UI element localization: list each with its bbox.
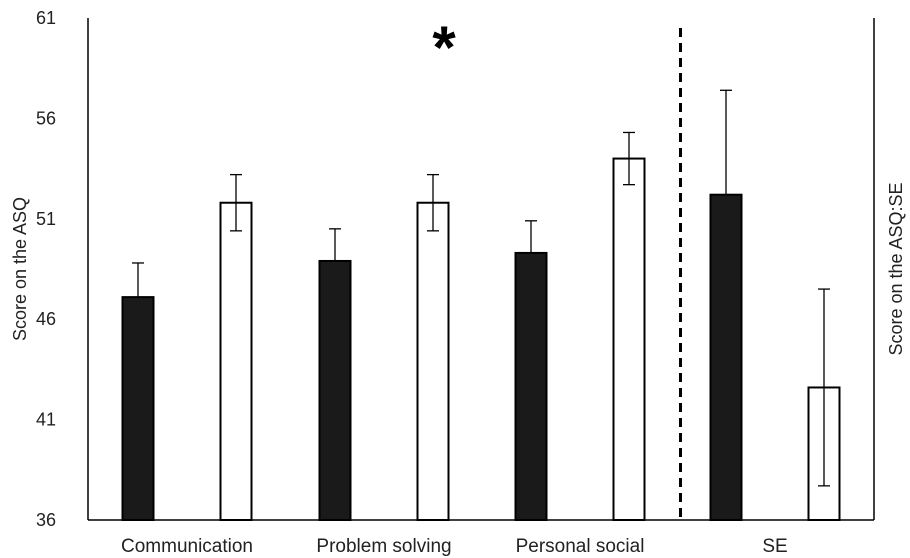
y-tick-label: 51 <box>36 209 56 229</box>
bar <box>612 157 646 521</box>
bar <box>121 296 155 521</box>
x-tick-label: SE <box>762 536 787 557</box>
bar <box>219 201 253 521</box>
x-tick-label: Communication <box>121 536 253 557</box>
y-tick-label: 36 <box>36 510 56 530</box>
axes <box>87 18 875 521</box>
error-bar <box>132 262 144 298</box>
y-tick-label: 56 <box>36 108 56 128</box>
y-tick-label: 46 <box>36 309 56 329</box>
error-bar <box>818 288 830 487</box>
significance-marker: * <box>432 14 456 81</box>
error-bar <box>427 173 439 232</box>
labels: 36 41 46 51 56 61 Communication Problem solving… <box>10 8 906 557</box>
y-axis-title: Score on the ASQ <box>10 197 30 341</box>
x-tick-label: Problem solving <box>316 536 451 557</box>
bar <box>514 251 548 521</box>
x-tick-label: Personal social <box>516 536 645 557</box>
bar <box>416 201 450 521</box>
y-tick-label: 61 <box>36 8 56 28</box>
bar <box>709 193 743 521</box>
error-bar <box>623 131 635 186</box>
error-bars <box>132 89 830 487</box>
error-bar <box>720 89 732 195</box>
bar <box>318 259 352 521</box>
bars <box>121 157 841 521</box>
error-bar <box>329 228 341 261</box>
error-bar <box>230 173 242 232</box>
y-tick-label: 41 <box>36 410 56 430</box>
error-bar <box>525 220 537 253</box>
y-axis-title-right: Score on the ASQ:SE <box>886 182 906 355</box>
